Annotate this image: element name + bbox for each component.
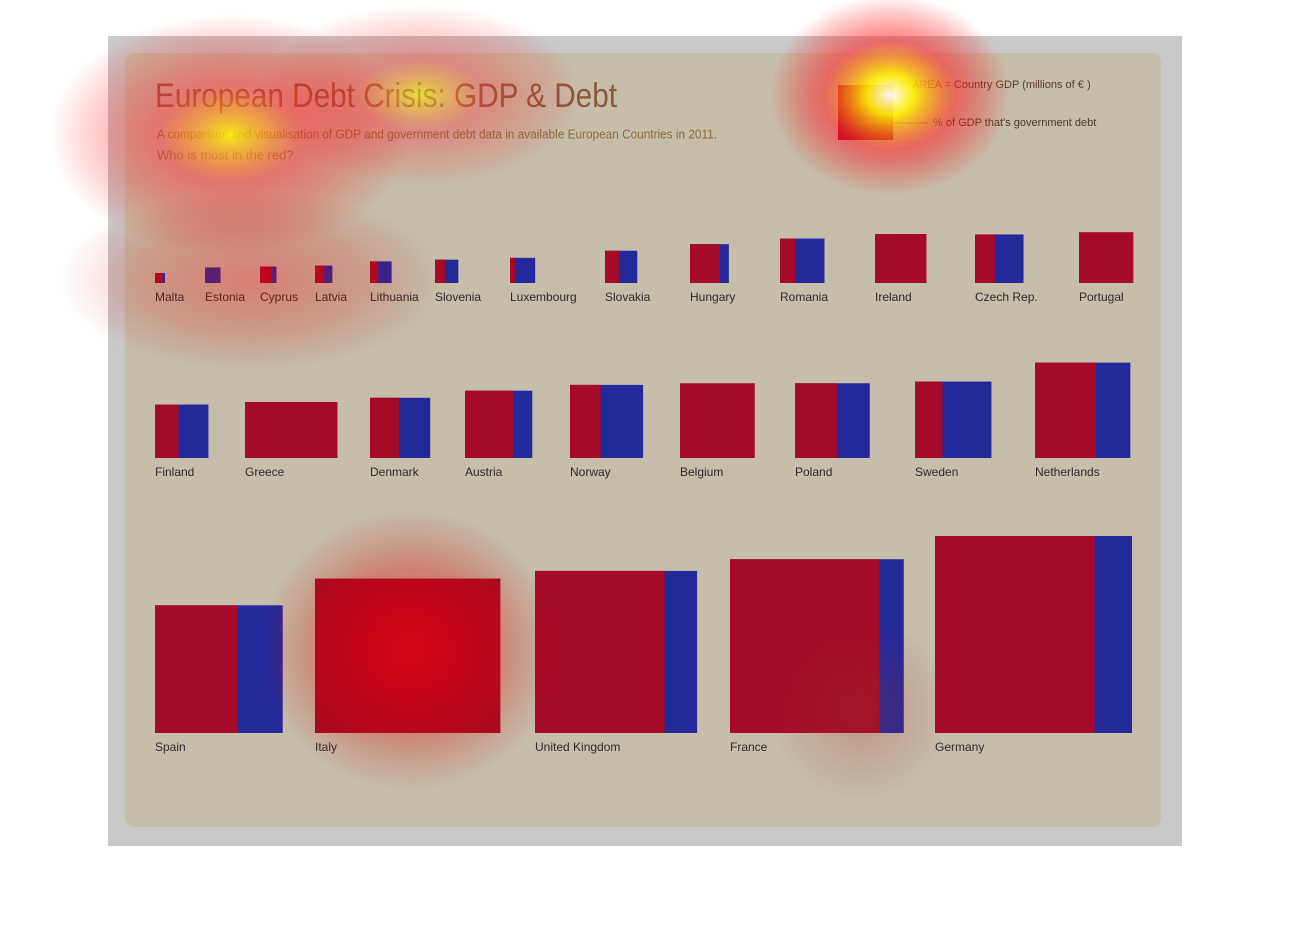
legend-square xyxy=(838,85,893,140)
country-label: Ireland xyxy=(875,290,912,304)
country-label: Norway xyxy=(570,465,611,479)
country-label: Finland xyxy=(155,465,194,479)
debt-bar xyxy=(605,250,619,283)
debt-bar xyxy=(155,273,162,283)
country-label: Netherlands xyxy=(1035,465,1100,479)
debt-bar xyxy=(690,244,720,283)
country-label: Portugal xyxy=(1079,290,1124,304)
country-label: Slovakia xyxy=(605,290,651,304)
country-label: Romania xyxy=(780,290,828,304)
country-label: Spain xyxy=(155,740,186,754)
debt-bar xyxy=(370,261,379,283)
country-label: France xyxy=(730,740,768,754)
debt-bar xyxy=(260,266,272,283)
country-label: Czech Rep. xyxy=(975,290,1038,304)
country-label: Poland xyxy=(795,465,832,479)
debt-bar xyxy=(155,404,179,458)
debt-bar xyxy=(465,390,514,458)
subtitle: A comparison and visualisation of GDP an… xyxy=(157,126,717,141)
legend-text: AREA = Country GDP (millions of € ) xyxy=(912,79,1091,91)
subtitle: Who is most in the red? xyxy=(157,147,294,162)
country-label: United Kingdom xyxy=(535,740,620,754)
country-label: Hungary xyxy=(690,290,735,304)
country-label: Greece xyxy=(245,465,285,479)
legend-text: % of GDP that's government debt xyxy=(933,117,1096,129)
country-label: Denmark xyxy=(370,465,420,479)
debt-bar xyxy=(245,401,338,458)
debt-bar xyxy=(205,267,206,283)
country-label: Latvia xyxy=(315,290,347,304)
debt-bar xyxy=(780,238,796,283)
country-label: Austria xyxy=(465,465,503,479)
country-label: Luxembourg xyxy=(510,290,577,304)
chart-title: European Debt Crisis: GDP & Debt xyxy=(155,77,617,115)
country-label: Malta xyxy=(155,290,185,304)
debt-bar xyxy=(1079,232,1134,283)
debt-bar xyxy=(730,559,880,733)
debt-bar xyxy=(875,233,927,283)
debt-bar xyxy=(1035,362,1097,458)
debt-bar xyxy=(315,265,325,283)
debt-bar xyxy=(570,384,601,458)
debt-bar xyxy=(795,383,837,458)
country-label: Estonia xyxy=(205,290,245,304)
debt-bar xyxy=(680,383,755,458)
country-label: Lithuania xyxy=(370,290,419,304)
country-label: Slovenia xyxy=(435,290,481,304)
country-label: Cyprus xyxy=(260,290,298,304)
country-label: Germany xyxy=(935,740,984,754)
debt-bar xyxy=(935,536,1095,733)
debt-bar xyxy=(915,381,943,458)
debt-bar xyxy=(315,578,501,733)
country-label: Belgium xyxy=(680,465,723,479)
debt-bar xyxy=(535,570,665,733)
debt-bar xyxy=(370,397,399,458)
debt-bar xyxy=(975,234,995,283)
gdp-square xyxy=(205,267,221,283)
country-label: Italy xyxy=(315,740,337,754)
debt-bar xyxy=(510,257,516,283)
debt-bar xyxy=(155,605,239,733)
debt-bar xyxy=(435,259,446,283)
country-label: Sweden xyxy=(915,465,958,479)
